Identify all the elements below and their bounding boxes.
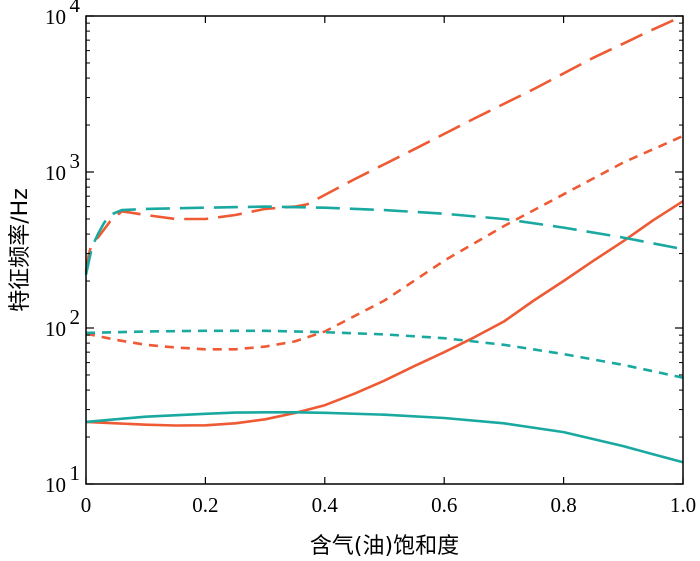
y-axis-label: 特征频率/Hz	[8, 188, 33, 312]
x-tick-label: 0.4	[312, 493, 339, 517]
ticks-layer	[85, 15, 684, 485]
series-line-3	[85, 200, 684, 427]
y-tick-label: 10	[45, 5, 66, 29]
y-tick-exponent: 1	[70, 461, 81, 485]
y-tick-label: 10	[45, 161, 66, 185]
series-line-4	[84, 205, 684, 275]
series-layer	[84, 14, 684, 464]
series-line-5	[85, 329, 684, 379]
y-tick-exponent: 2	[70, 305, 81, 329]
x-axis-label: 含气(油)饱和度	[310, 534, 459, 559]
y-tick-exponent: 4	[70, 0, 81, 17]
x-tick-label: 0.2	[192, 493, 218, 517]
y-tick-label: 10	[45, 317, 66, 341]
y-tick-exponent: 3	[70, 149, 81, 173]
x-tick-label: 1.0	[670, 493, 696, 517]
series-line-2	[85, 134, 684, 351]
x-tick-label: 0.8	[550, 493, 576, 517]
x-tick-label: 0	[81, 493, 92, 517]
y-tick-label: 10	[45, 473, 66, 497]
x-tick-label: 0.6	[431, 493, 457, 517]
series-line-6	[85, 410, 684, 464]
plot-frame	[85, 15, 684, 485]
